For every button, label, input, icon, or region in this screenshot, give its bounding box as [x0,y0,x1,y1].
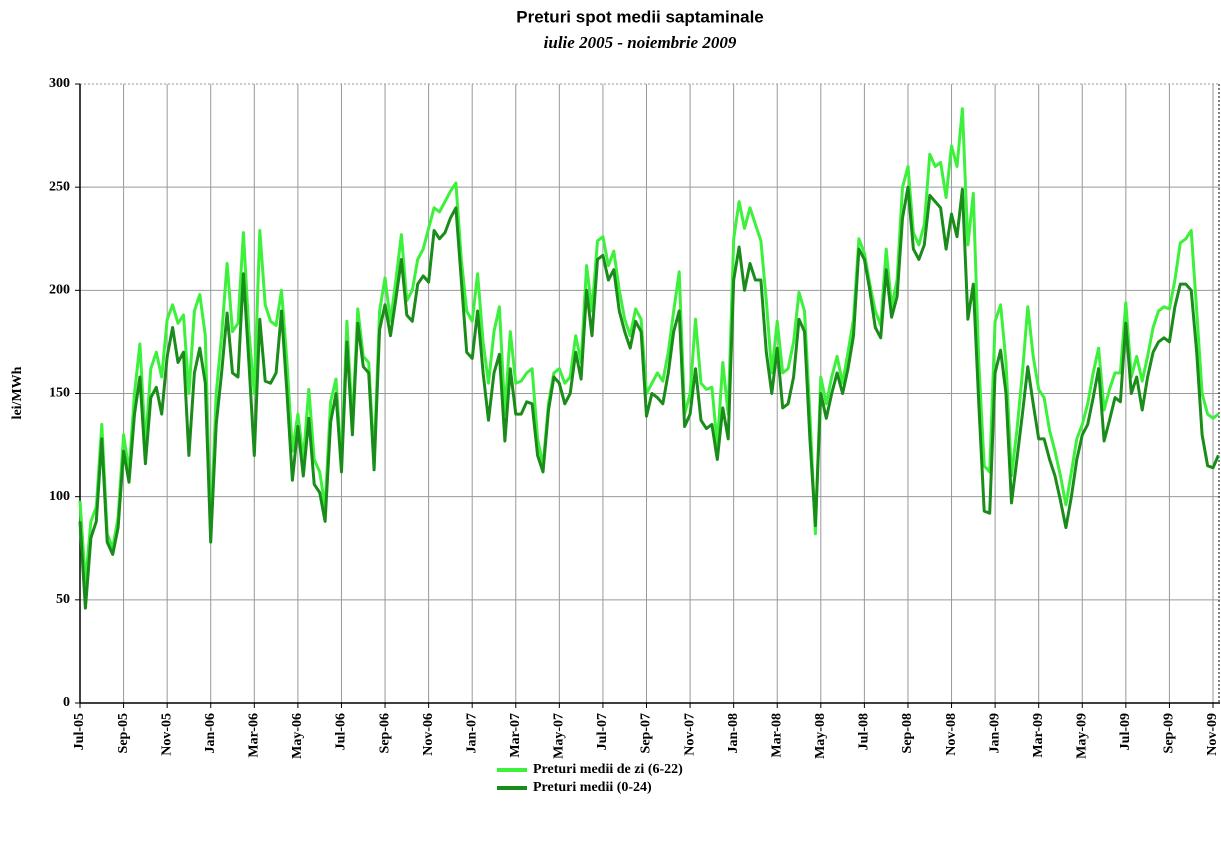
y-tick-label: 300 [49,76,70,91]
y-axis-label: lei/MWh [10,366,25,419]
series-line [78,107,1220,585]
x-tick-label: Jul-05 [72,713,87,750]
x-tick-label: Nov-08 [944,713,959,756]
x-tick-label: Jan-07 [464,713,479,753]
y-tick-label: 50 [56,592,70,607]
x-tick-label: Nov-06 [421,713,436,756]
y-tick-label: 250 [49,179,70,194]
x-tick-label: Sep-05 [116,713,131,753]
x-tick-label: Nov-07 [682,713,697,756]
x-tick-label: Jul-09 [1118,713,1133,750]
x-tick-label: Sep-07 [639,713,654,753]
x-tick-label: Mar-09 [1031,713,1046,758]
y-tick-label: 200 [49,283,70,298]
series-line [78,185,1220,610]
x-tick-label: Jul-07 [595,713,610,750]
x-tick-label: Mar-07 [508,713,523,758]
x-tick-label: Jul-08 [857,713,872,750]
x-tick-label: Sep-08 [900,713,915,753]
x-tick-label: Jan-08 [726,713,741,753]
x-tick-label: May-08 [813,713,828,759]
chart-subtitle: iulie 2005 - noiembrie 2009 [544,33,737,52]
x-tick-label: Sep-09 [1162,713,1177,753]
x-tick-label: May-09 [1074,713,1089,759]
x-tick-label: Jan-06 [203,713,218,753]
y-tick-label: 100 [49,489,70,504]
x-tick-label: Mar-08 [769,713,784,758]
legend-label: Preturi medii (0-24) [533,780,652,795]
x-tick-label: Nov-09 [1205,713,1220,756]
y-tick-label: 0 [63,695,70,710]
x-tick-label: Mar-06 [247,713,262,758]
x-tick-label: Jan-09 [987,713,1002,753]
x-tick-label: May-06 [290,713,305,759]
x-tick-label: Sep-06 [377,713,392,753]
x-tick-label: Nov-05 [159,713,174,756]
legend-label: Preturi medii de zi (6-22) [533,762,683,777]
x-tick-label: Jul-06 [334,713,349,750]
y-tick-label: 150 [49,386,70,401]
x-tick-label: May-07 [552,713,567,759]
chart-title: Preturi spot medii saptaminale [516,7,764,26]
